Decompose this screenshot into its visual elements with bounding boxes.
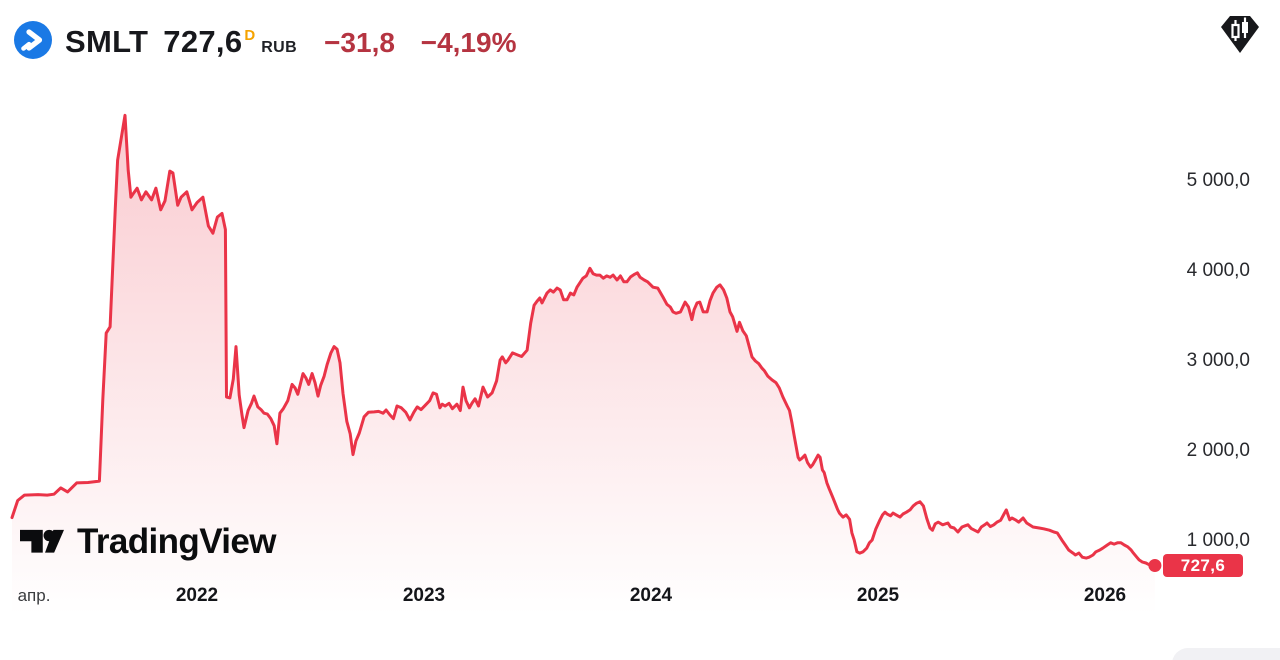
x-axis-label: апр. xyxy=(17,586,51,605)
last-price-value: 727,6 xyxy=(163,24,243,59)
samolet-logo-icon[interactable] xyxy=(14,21,52,59)
tradingview-wordmark: TradingView xyxy=(77,522,277,561)
symbol-label[interactable]: SMLT xyxy=(65,24,149,59)
y-axis-label: 5 000,0 xyxy=(1186,170,1250,191)
quote-header: SMLT 727,6 D RUB −31,8 −4,19% xyxy=(65,24,516,60)
area-fill xyxy=(12,115,1155,626)
last-price-dot xyxy=(1148,559,1162,572)
x-axis-label: 2026 xyxy=(1083,585,1127,606)
interval-badge[interactable]: D xyxy=(244,27,256,44)
x-axis-label: 2024 xyxy=(629,585,673,606)
gem-candlesticks-icon[interactable] xyxy=(1217,10,1263,56)
y-axis-label: 4 000,0 xyxy=(1186,260,1250,281)
last-price-badge[interactable]: 727,6 xyxy=(1163,554,1243,577)
y-axis-label: 2 000,0 xyxy=(1186,440,1250,461)
change-absolute: −31,8 xyxy=(324,27,395,58)
x-axis-label: 2025 xyxy=(856,585,900,606)
price-change: −31,8 −4,19% xyxy=(324,27,516,59)
bottom-sheet-handle[interactable] xyxy=(1172,648,1280,660)
y-axis-label: 1 000,0 xyxy=(1186,530,1250,551)
change-percent: −4,19% xyxy=(420,27,517,58)
price-line xyxy=(10,113,1157,567)
tradingview-watermark[interactable]: TradingView xyxy=(20,522,277,562)
x-axis-label: 2022 xyxy=(175,585,219,606)
x-axis-label: 2023 xyxy=(402,585,446,606)
y-axis-label: 3 000,0 xyxy=(1186,350,1250,371)
currency-label: RUB xyxy=(261,39,298,56)
tradingview-logo-icon xyxy=(20,529,64,553)
